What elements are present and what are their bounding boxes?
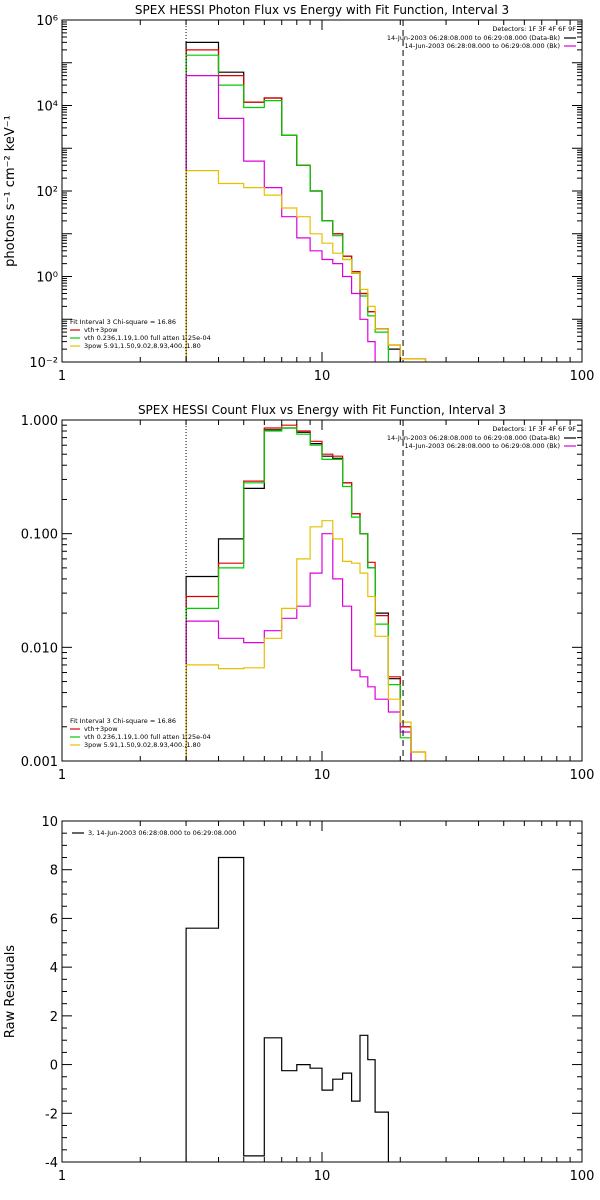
y-tick-label: -2: [45, 1107, 58, 1122]
fit-legend-title: Fit Interval 3 Chi-square = 16.86: [70, 717, 176, 725]
fit-legend-item: vth+3pow: [84, 725, 118, 733]
fit-legend-item: 3pow 5.91,1.50,9.02,8.93,400.,1.80: [84, 741, 201, 749]
series-0-step-line: [185, 427, 412, 761]
header-line: 14-Jun-2003 06:28:08.000 to 06:29:08.000…: [405, 42, 560, 50]
x-tick-label: 10: [314, 369, 331, 384]
legend-text: 3, 14-Jun-2003 06:28:08.000 to 06:29:08.…: [88, 829, 236, 837]
x-tick-label: 100: [570, 768, 595, 783]
y-tick-label: 10⁴: [36, 100, 58, 115]
header-line: 14-Jun-2003 06:28:08.000 to 06:29:08.000…: [387, 434, 560, 442]
y-tick-label: 0.100: [21, 528, 58, 543]
y-tick-label: 0: [50, 1059, 58, 1074]
fit-legend-title: Fit Interval 3 Chi-square = 16.86: [70, 318, 176, 326]
plot-frame: [61, 419, 583, 762]
y-tick-label: 1.000: [21, 414, 58, 429]
series-4-step-line: [185, 170, 427, 362]
photon-flux-panel: SPEX HESSI Photon Flux vs Energy with Fi…: [3, 3, 594, 384]
header-line: 14-Jun-2003 06:28:08.000 to 06:29:08.000…: [405, 442, 560, 450]
y-tick-label: 10⁶: [36, 14, 58, 29]
residuals-panel: Raw Residuals 1 10 100 -4 -2 0 2 4 6 8 10 3, 14-Jun-…: [3, 815, 594, 1184]
y-tick-label: -4: [45, 1156, 58, 1171]
x-tick-label: 100: [570, 369, 595, 384]
series-2-step-line: [185, 427, 412, 761]
y-tick-label: 10²: [36, 185, 58, 200]
plot-frame: [61, 820, 583, 1163]
fit-legend-item: vth 0.236,1.19,1.00 full atten 1.25e-04: [84, 733, 211, 741]
y-axis-label: photons s⁻¹ cm⁻² keV⁻¹: [3, 115, 18, 267]
header-line: 14-Jun-2003 06:28:08.000 to 06:29:08.000…: [387, 34, 560, 42]
series-4-step-line: [185, 520, 427, 761]
y-tick-label: 10⁻²: [29, 356, 58, 371]
y-tick-label: 6: [50, 912, 58, 927]
y-tick-label: 4: [50, 961, 58, 976]
y-tick-label: 0.001: [21, 755, 58, 770]
series-3-step-line: [185, 533, 412, 761]
count-flux-panel: SPEX HESSI Count Flux vs Energy with Fit…: [21, 403, 595, 783]
y-tick-label: 10: [41, 815, 58, 830]
detectors-label: Detectors: 1F 3F 4F 6F 9F: [492, 425, 576, 433]
series-0-step-line: [185, 856, 389, 1162]
series-3-step-line: [185, 75, 376, 362]
y-axis-label: Raw Residuals: [3, 945, 18, 1038]
series-2-step-line: [185, 54, 401, 362]
chart-title: SPEX HESSI Photon Flux vs Energy with Fi…: [135, 3, 509, 17]
series-1-step-line: [185, 49, 427, 362]
x-tick-label: 1: [58, 1169, 66, 1184]
fit-legend-item: vth+3pow: [84, 326, 118, 334]
x-tick-label: 1: [58, 369, 66, 384]
y-tick-label: 0.010: [21, 641, 58, 656]
y-tick-label: 10⁰: [36, 271, 58, 286]
x-tick-label: 1: [58, 768, 66, 783]
y-tick-label: 2: [50, 1010, 58, 1025]
detectors-label: Detectors: 1F 3F 4F 6F 9F: [492, 25, 576, 33]
x-tick-label: 10: [314, 768, 331, 783]
fit-legend-item: 3pow 5.91,1.50,9.02,8.93,400.,1.80: [84, 342, 201, 350]
y-tick-label: 8: [50, 864, 58, 879]
x-tick-label: 100: [570, 1169, 595, 1184]
x-tick-label: 10: [314, 1169, 331, 1184]
chart-title: SPEX HESSI Count Flux vs Energy with Fit…: [138, 403, 506, 417]
series-1-step-line: [185, 424, 427, 761]
fit-legend-item: vth 0.236,1.19,1.00 full atten 1.25e-04: [84, 334, 211, 342]
